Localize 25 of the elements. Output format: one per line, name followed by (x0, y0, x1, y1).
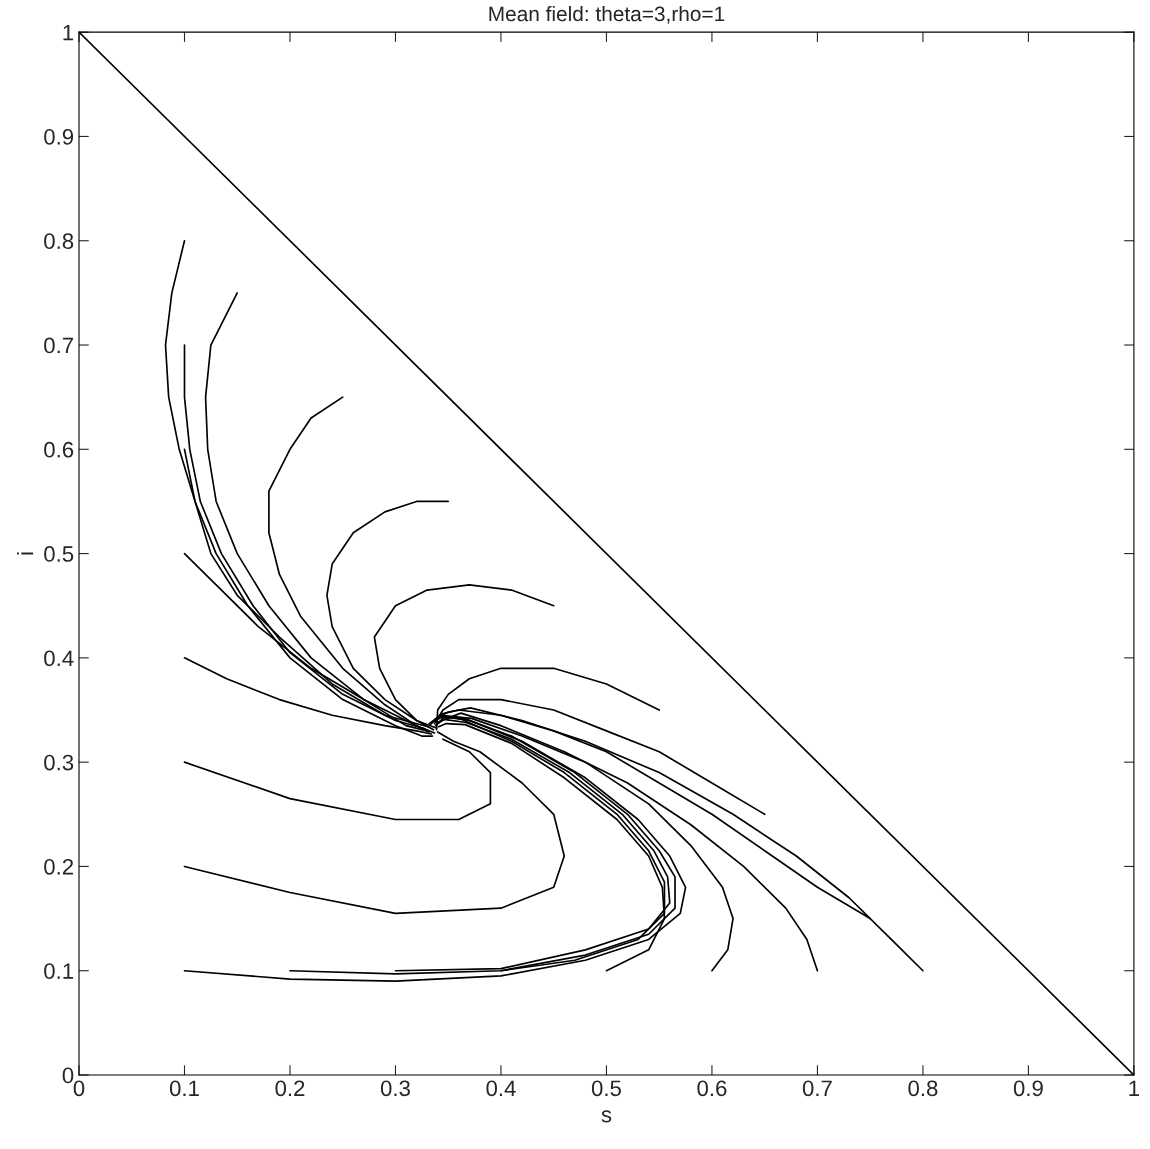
x-tick-label: 0.6 (697, 1080, 727, 1097)
x-tick-label: 0.1 (169, 1080, 199, 1097)
x-tick-label: 0 (73, 1080, 85, 1097)
chart-title: Mean field: theta=3,rho=1 (489, 5, 725, 24)
y-tick-label: 0 (62, 1067, 74, 1084)
y-tick-label: 0.6 (44, 441, 74, 458)
x-tick-label: 0.7 (802, 1080, 832, 1097)
y-tick-label: 0.3 (44, 754, 74, 771)
y-tick-label: 0.2 (44, 858, 74, 875)
x-tick-label: 0.5 (591, 1080, 621, 1097)
y-tick-label: 0.5 (44, 546, 74, 562)
x-axis-title: s (601, 1110, 612, 1123)
y-tick-label: 0.9 (44, 128, 74, 145)
x-tick-label: 0.4 (486, 1080, 516, 1097)
x-tick-label: 0.3 (380, 1080, 410, 1097)
x-tick-label: 0.2 (275, 1080, 305, 1097)
x-tick-label: 1 (1129, 1080, 1139, 1096)
x-tick-label: 0.9 (1013, 1080, 1043, 1097)
x-tick-label: 0.8 (908, 1080, 938, 1097)
y-tick-label: 0.4 (44, 650, 74, 667)
y-tick-label: 0.7 (44, 337, 74, 354)
y-tick-label: 1 (63, 24, 74, 41)
y-tick-label: 0.1 (44, 963, 74, 979)
y-tick-label: 0.8 (44, 233, 74, 250)
y-axis-title: i (16, 552, 34, 555)
